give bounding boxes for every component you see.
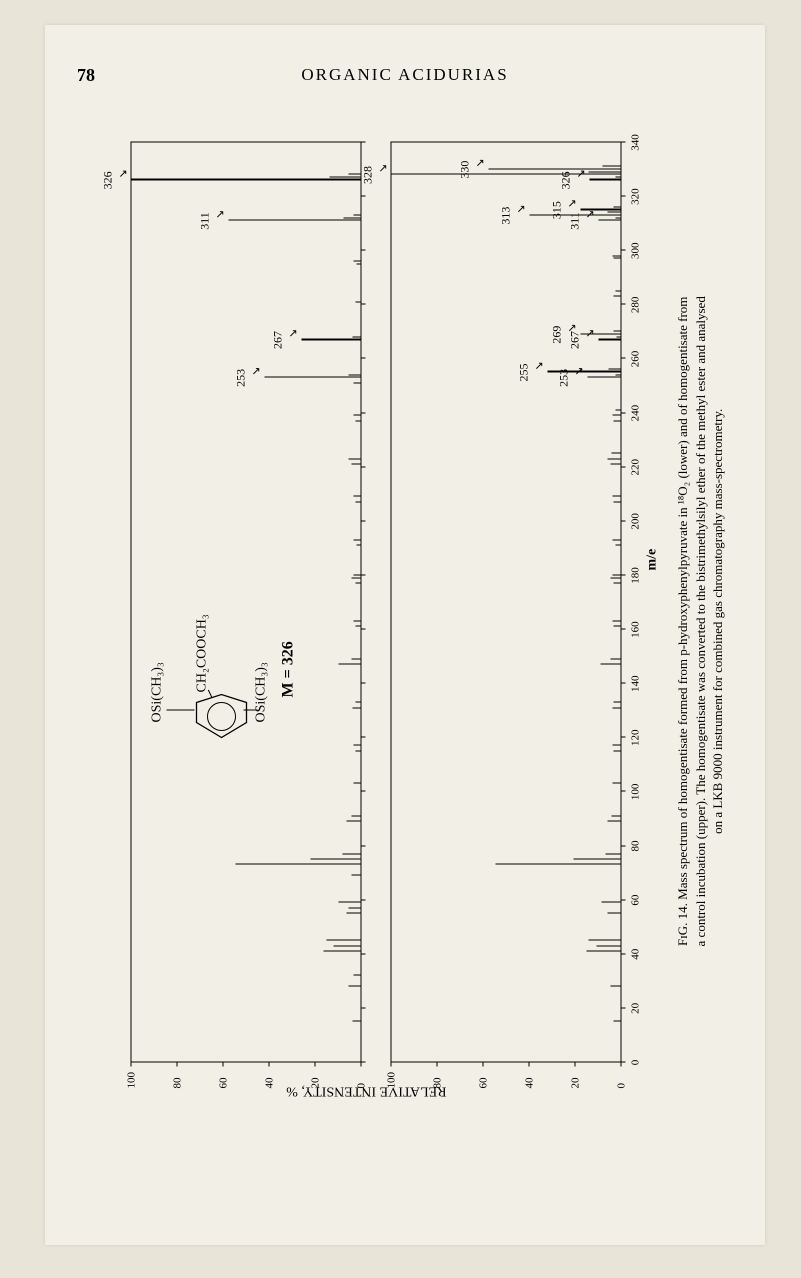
x-tick-label: 300 (630, 243, 642, 260)
x-tick-label: 200 (630, 513, 642, 530)
y-axis-label: RELATIVE INTENSITY, % (327, 1083, 447, 1099)
peak-311 (228, 219, 361, 221)
peak-313 (530, 214, 622, 216)
x-tick-label: 160 (630, 621, 642, 638)
caption-line-1: FɪG. 14. Mass spectrum of homogentisate … (675, 297, 690, 946)
peak-328 (392, 173, 622, 175)
x-axis-label: m/e (645, 549, 661, 571)
x-tick-label: 340 (630, 134, 642, 151)
peak-253 (265, 376, 362, 378)
peak-326 (589, 179, 621, 181)
peak-label-311: 311 (197, 212, 212, 230)
structure-label-top: OSi(CH₃)₃ (150, 662, 166, 722)
upper-spectrum: OSi(CH₃)₃ CH₂COOCH₃ OSi(CH₃)₃ M = 326 02… (131, 142, 362, 1063)
x-tick-label: 60 (630, 895, 642, 906)
peak-label-267: 267 (271, 331, 286, 349)
lower-spectrum: 0204060801001201401601802002202402602803… (391, 142, 622, 1063)
page-title: ORGANIC ACIDURIAS (301, 65, 508, 85)
x-tick-label: 220 (630, 459, 642, 476)
peak-267 (302, 339, 362, 341)
peak-label-255: 255 (517, 364, 532, 382)
x-tick-label: 140 (630, 675, 642, 692)
x-tick-label: 40 (630, 949, 642, 960)
peak-label-330: 330 (457, 161, 472, 179)
x-tick-label: 20 (630, 1003, 642, 1014)
peak-330 (488, 168, 621, 170)
peak-label-253: 253 (234, 369, 249, 387)
caption-line-3: on a LKB 9000 instrument for combined ga… (710, 409, 725, 834)
x-tick-label: 100 (630, 784, 642, 801)
y-tick-label: 40 (524, 1078, 536, 1089)
peak-267 (599, 339, 622, 341)
page-number: 78 (77, 65, 95, 86)
x-tick-label: 80 (630, 841, 642, 852)
peak-255 (548, 371, 622, 373)
structure-label-side: CH₂COOCH₃ (195, 614, 211, 692)
x-tick-label: 120 (630, 730, 642, 747)
x-tick-label: 0 (630, 1060, 642, 1066)
x-tick-label: 320 (630, 188, 642, 205)
y-tick-label: 40 (264, 1078, 276, 1089)
chemical-structure: OSi(CH₃)₃ CH₂COOCH₃ OSi(CH₃)₃ M = 326 (152, 553, 282, 753)
peak-311 (599, 219, 622, 221)
structure-label-bottom: OSi(CH₃)₃ (254, 662, 270, 722)
peak-326 (132, 179, 362, 181)
peak-269 (580, 333, 621, 335)
peak-253 (587, 376, 622, 378)
peak-label-269: 269 (549, 326, 564, 344)
y-tick-label: 80 (172, 1078, 184, 1089)
figure-caption: FɪG. 14. Mass spectrum of homogentisate … (670, 135, 730, 1070)
y-tick-label: 0 (616, 1083, 628, 1089)
peak-label-328: 328 (361, 166, 376, 184)
peak-label-326: 326 (101, 171, 116, 189)
y-tick-label: 60 (478, 1078, 490, 1089)
peak-315 (580, 209, 621, 211)
y-tick-label: 60 (218, 1078, 230, 1089)
peak-label-313: 313 (499, 207, 514, 225)
page: 78 ORGANIC ACIDURIAS OSi(CH₃)₃ CH₂ (45, 25, 765, 1245)
x-tick-label: 240 (630, 405, 642, 422)
caption-line-2: a control incubation (upper). The homoge… (693, 296, 708, 946)
y-tick-label: 20 (570, 1078, 582, 1089)
peak-label-315: 315 (549, 201, 564, 219)
x-tick-label: 180 (630, 567, 642, 584)
y-tick-label: 100 (126, 1072, 138, 1089)
x-tick-label: 280 (630, 297, 642, 314)
molecular-weight: M = 326 (280, 641, 298, 697)
x-tick-label: 260 (630, 351, 642, 368)
